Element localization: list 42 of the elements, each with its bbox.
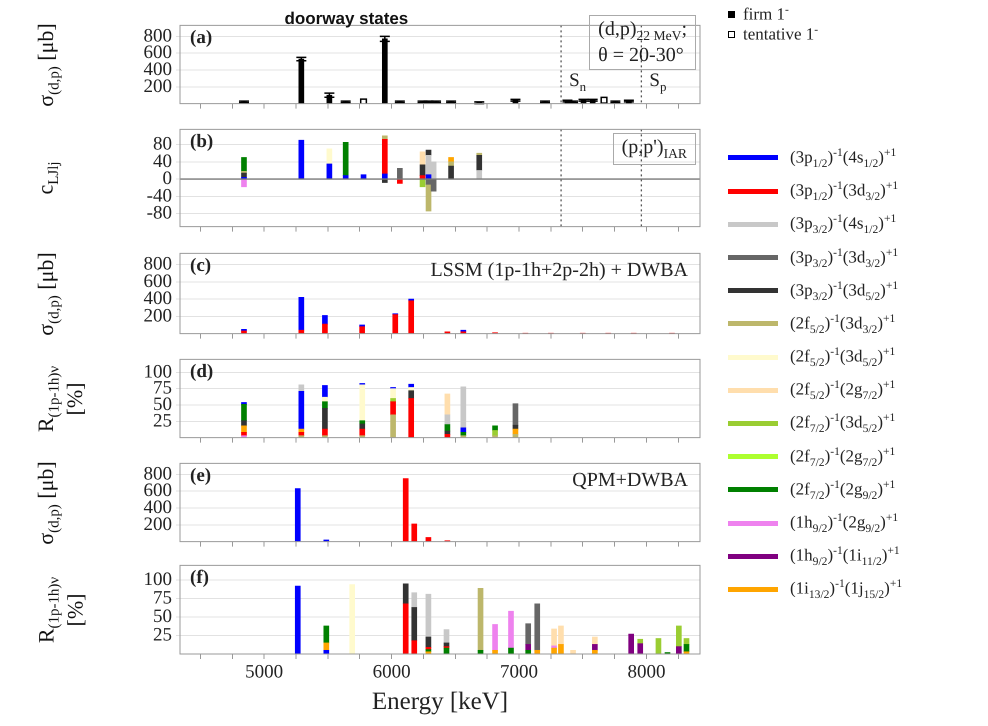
y-axis-title: R$_{(1p-1h)ν}$ [%] (32, 364, 88, 434)
legend-label: (3p$_{3/2}$)$^{-1}$(3d$_{5/2}$)$^{+1}$ (790, 278, 898, 303)
annotation: (c) (190, 255, 212, 278)
annotation: QPM+DWBA (572, 469, 688, 492)
y-tick-label: 100 (144, 569, 172, 590)
legend-label: firm 1$^{-}$ (743, 3, 789, 25)
legend-label: (2f$_{5/2}$)$^{-1}$(3d$_{3/2}$)$^{+1}$ (790, 312, 896, 336)
chart-title: doorway states (284, 9, 410, 30)
ref-line-label: S$_{p}$ (649, 70, 666, 94)
annotation: (d,p)$_{22 MeV}$; (598, 18, 687, 44)
legend-label: (2f$_{7/2}$)$^{-1}$(2g$_{7/2}$)$^{+1}$ (790, 444, 896, 469)
legend-label: (3p$_{1/2}$)$^{-1}$(3d$_{3/2}$)$^{+1}$ (790, 179, 898, 204)
legend-label: (1h$_{9/2}$)$^{-1}$(2g$_{9/2}$)$^{+1}$ (790, 511, 898, 536)
annotation: (p,p')$_{IAR}$ (622, 136, 687, 162)
x-tick-label: 7000 (500, 661, 538, 682)
y-tick-label: 100 (144, 361, 172, 382)
ref-line-label: S$_{n}$ (569, 70, 586, 94)
legend-label: (2f$_{5/2}$)$^{-1}$(3d$_{5/2}$)$^{+1}$ (790, 345, 896, 370)
annotation: θ = 20-30° (598, 44, 685, 68)
annotation: (e) (190, 465, 212, 488)
annotation: (f) (190, 567, 209, 590)
legend-label: (1i$_{13/2}$)$^{-1}$(1j$_{15/2}$)$^{+1}$ (790, 577, 902, 602)
y-axis-title: R$_{(1p-1h)ν}$ [%] (32, 576, 88, 645)
x-tick-label: 8000 (627, 661, 666, 682)
annotation: (b) (190, 131, 214, 154)
legend-label: (3p$_{3/2}$)$^{-1}$(3d$_{3/2}$)$^{+1}$ (790, 246, 898, 270)
legend-label: (3p$_{3/2}$)$^{-1}$(4s$_{1/2}$)$^{+1}$ (790, 212, 896, 236)
y-tick-label: 25 (153, 624, 172, 646)
legend-label: (2f$_{7/2}$)$^{-1}$(3d$_{5/2}$)$^{+1}$ (790, 411, 896, 436)
legend-label: (1h$_{9/2}$)$^{-1}$(1i$_{11/2}$)$^{+1}$ (790, 544, 900, 568)
legend-label: (3p$_{1/2}$)$^{-1}$(4s$_{1/2}$)$^{+1}$ (790, 146, 896, 170)
annotation: (a) (190, 27, 212, 50)
annotation: (d) (190, 361, 214, 384)
legend-label: (2f$_{5/2}$)$^{-1}$(2g$_{7/2}$)$^{+1}$ (790, 378, 896, 402)
x-tick-label: 6000 (372, 661, 411, 682)
legend-label: tentative 1$^{-}$ (743, 23, 818, 45)
x-axis-title: Energy [keV] (370, 688, 510, 716)
legend-label: (2f$_{7/2}$)$^{-1}$(2g$_{9/2}$)$^{+1}$ (790, 478, 896, 502)
x-tick-label: 5000 (245, 661, 284, 682)
y-tick-label: 50 (153, 606, 172, 628)
y-tick-label: 75 (153, 588, 172, 609)
annotation: LSSM (1p-1h+2p-2h) + DWBA (430, 259, 688, 282)
